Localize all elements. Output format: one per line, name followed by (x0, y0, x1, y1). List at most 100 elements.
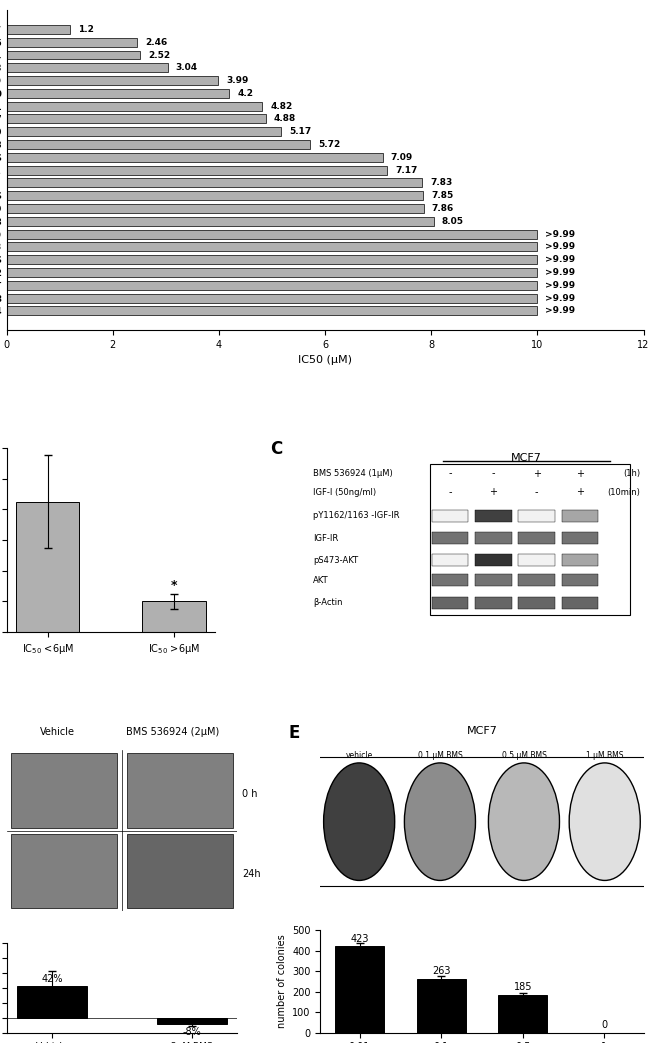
Ellipse shape (324, 762, 395, 880)
Bar (6, 293, 537, 302)
Bar (157, 1018, 227, 1023)
FancyBboxPatch shape (127, 834, 233, 908)
Bar (499, 995, 547, 1033)
FancyBboxPatch shape (475, 554, 512, 566)
FancyBboxPatch shape (475, 575, 512, 586)
Text: 7.85: 7.85 (431, 191, 454, 200)
Text: 3.04: 3.04 (176, 64, 198, 72)
FancyBboxPatch shape (475, 510, 512, 522)
Text: 7.17: 7.17 (395, 166, 417, 174)
Text: vehicle: vehicle (346, 751, 373, 760)
Bar (335, 946, 384, 1033)
X-axis label: IC50 (μM): IC50 (μM) (298, 355, 352, 365)
Bar (6, 50, 140, 59)
FancyBboxPatch shape (432, 510, 469, 522)
Text: (1h): (1h) (623, 469, 640, 478)
Bar (6, 307, 537, 315)
FancyBboxPatch shape (562, 554, 599, 566)
FancyBboxPatch shape (562, 532, 599, 544)
FancyBboxPatch shape (519, 597, 555, 608)
FancyBboxPatch shape (475, 597, 512, 608)
Text: 423: 423 (350, 933, 369, 944)
FancyBboxPatch shape (127, 753, 233, 827)
Text: IGF-I (50ng/ml): IGF-I (50ng/ml) (313, 487, 376, 496)
FancyBboxPatch shape (519, 554, 555, 566)
Text: +: + (576, 487, 584, 498)
Text: 0: 0 (601, 1020, 607, 1030)
FancyBboxPatch shape (432, 597, 469, 608)
Text: 0 h: 0 h (242, 789, 257, 799)
Bar (417, 978, 465, 1033)
Text: +: + (576, 468, 584, 479)
Text: C: C (270, 440, 282, 459)
Bar (17, 987, 87, 1018)
Text: 42%: 42% (41, 974, 62, 984)
Text: >9.99: >9.99 (545, 293, 575, 302)
Ellipse shape (488, 762, 560, 880)
Text: BMS 536924 (1μM): BMS 536924 (1μM) (313, 469, 393, 478)
FancyBboxPatch shape (432, 532, 469, 544)
Text: 8.05: 8.05 (442, 217, 464, 225)
FancyBboxPatch shape (11, 834, 117, 908)
Bar (6, 281, 537, 290)
Bar (6, 38, 137, 47)
Text: 263: 263 (432, 966, 450, 976)
Text: (10min): (10min) (607, 487, 640, 496)
Bar (6, 64, 168, 72)
Text: 7.09: 7.09 (391, 153, 413, 162)
Bar (142, 602, 205, 632)
Bar (6, 166, 387, 174)
Text: 4.88: 4.88 (274, 115, 296, 123)
Bar (6, 153, 383, 162)
Bar (6, 178, 422, 188)
Text: -: - (448, 468, 452, 479)
FancyBboxPatch shape (432, 554, 469, 566)
Bar (6, 127, 281, 137)
Text: β-Actin: β-Actin (313, 598, 343, 607)
Text: Vehicle: Vehicle (40, 727, 75, 737)
Text: -: - (491, 468, 495, 479)
Text: >9.99: >9.99 (545, 256, 575, 264)
Text: 3.99: 3.99 (226, 76, 249, 86)
Text: 5.72: 5.72 (318, 140, 341, 149)
Text: >9.99: >9.99 (545, 242, 575, 251)
Text: pS473-AKT: pS473-AKT (313, 556, 358, 564)
Text: 2.46: 2.46 (145, 38, 167, 47)
Bar (6, 242, 537, 251)
Text: >9.99: >9.99 (545, 268, 575, 277)
Text: 5.17: 5.17 (289, 127, 311, 137)
Text: -: - (448, 487, 452, 498)
Y-axis label: number of colonies: number of colonies (277, 935, 287, 1028)
Text: 0.5 μM BMS: 0.5 μM BMS (502, 751, 547, 760)
Bar (6, 115, 266, 123)
FancyBboxPatch shape (519, 510, 555, 522)
Text: >9.99: >9.99 (545, 281, 575, 290)
Text: >9.99: >9.99 (545, 229, 575, 239)
Ellipse shape (404, 762, 476, 880)
FancyBboxPatch shape (562, 597, 599, 608)
Text: E: E (288, 724, 300, 743)
FancyBboxPatch shape (562, 510, 599, 522)
Text: 7.86: 7.86 (432, 204, 454, 213)
Bar (6, 140, 310, 149)
Ellipse shape (569, 762, 640, 880)
Bar (6, 102, 263, 111)
Bar (6, 204, 424, 213)
FancyBboxPatch shape (562, 575, 599, 586)
Bar (6, 229, 537, 239)
Text: 185: 185 (514, 983, 532, 992)
Bar (6, 191, 423, 200)
Bar (6, 89, 229, 98)
Text: *: * (171, 579, 177, 592)
Text: >9.99: >9.99 (545, 307, 575, 315)
Text: pY1162/1163 -IGF-IR: pY1162/1163 -IGF-IR (313, 511, 400, 520)
FancyBboxPatch shape (475, 532, 512, 544)
Bar (6, 256, 537, 264)
Text: -8%: -8% (183, 1027, 202, 1038)
Text: IGF-IR: IGF-IR (313, 534, 339, 542)
Text: MCF7: MCF7 (467, 726, 497, 735)
Text: BMS 536924 (2μM): BMS 536924 (2μM) (126, 727, 219, 737)
Text: 1.2: 1.2 (78, 25, 94, 34)
FancyBboxPatch shape (519, 532, 555, 544)
FancyBboxPatch shape (519, 575, 555, 586)
